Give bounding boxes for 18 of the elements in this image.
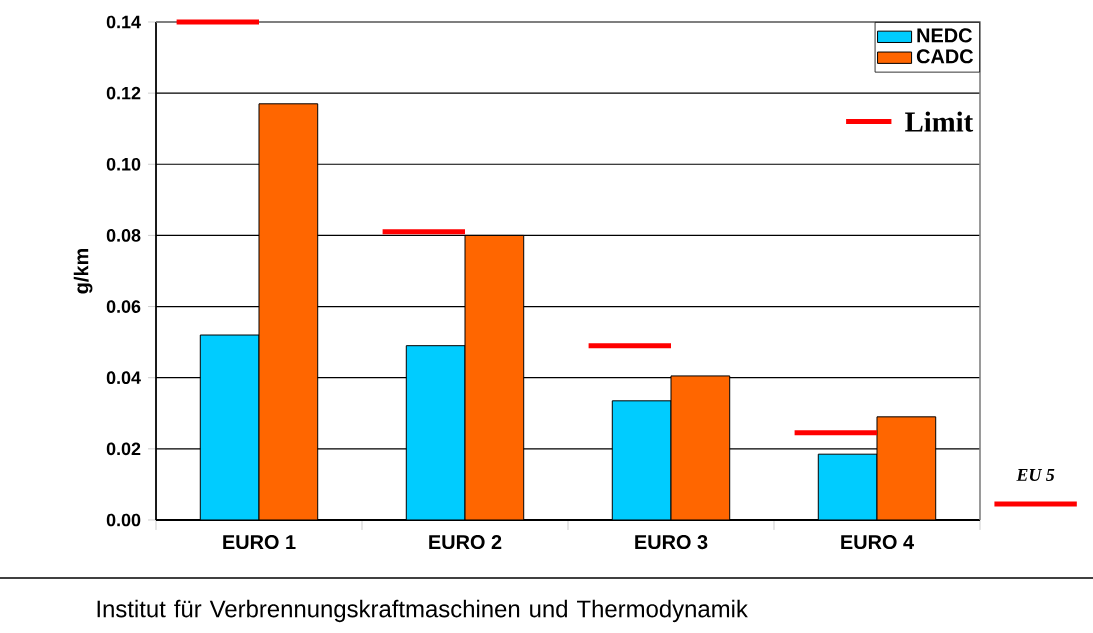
y-tick-label: 0.02 [106,442,141,456]
ref-line-label: EU 5 [1016,469,1055,481]
y-tick-label: 0.06 [106,300,141,313]
legend-label: CADC [916,49,974,64]
y-tick-label: 0.14 [106,15,141,29]
y-tick-label: 0.08 [106,229,141,242]
y-tick-label: 0.12 [106,86,141,100]
y-tick-label: 0.00 [106,513,141,527]
y-axis-title: g/km [73,248,93,294]
y-tick-label: 0.10 [106,157,141,171]
y-tick-label: 0.04 [106,371,141,385]
text: Institut für Verbrennungskraftmaschinen und Thermodynamik [97,599,748,623]
x-tick-label: EURO 1 [223,535,296,550]
annotation: Limit [905,111,974,132]
x-tick-label: EURO 2 [429,535,502,550]
x-tick-label: EURO 4 [841,535,914,550]
legend-label: NEDC [917,28,972,43]
x-tick-label: EURO 3 [635,535,708,550]
